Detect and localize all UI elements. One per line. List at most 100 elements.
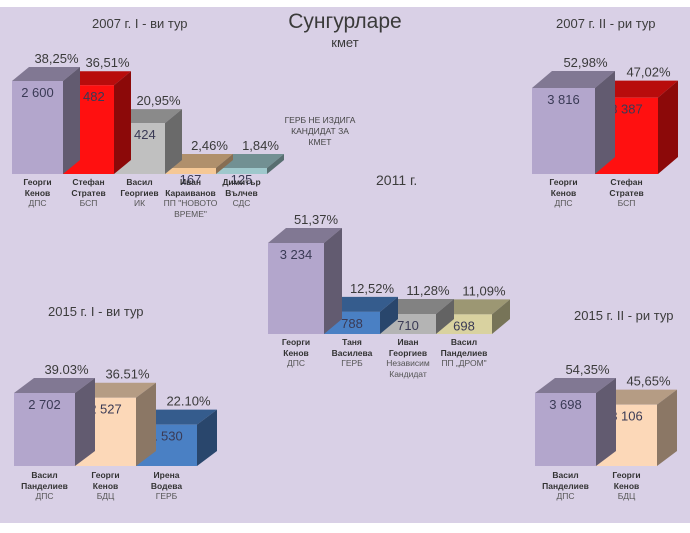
candidate-name: Георгиев [120, 187, 159, 198]
candidate-party: ДПС [286, 358, 305, 368]
bar-percent-label: 1,84% [242, 138, 279, 153]
bar-front-face [268, 243, 324, 334]
bar-top-face [268, 228, 342, 243]
chart-2011: 698 11,09% 710 11,28% 788 12,52% 3 234 51,37% [268, 212, 510, 334]
candidate-party: ДПС [556, 491, 575, 501]
bar-value-label: 125 [231, 172, 253, 187]
main-title: Сунгурларе [288, 10, 402, 33]
candidate-label: Васил Панделиев ДПС [527, 470, 604, 502]
bar-percent-label: 11,28% [406, 283, 450, 298]
bar-percent-label: 54,35% [565, 362, 610, 377]
bar-front-face [14, 393, 75, 466]
chart-canvas: Сунгурларе кмет 2007 г. I - ви тур 2007 … [0, 7, 690, 523]
main-subtitle: кмет [331, 35, 359, 50]
bar-percent-label: 12,52% [350, 281, 395, 296]
bar-front-face [535, 393, 596, 466]
bar-percent-label: 52,98% [563, 55, 608, 70]
candidate-party: ДПС [35, 491, 54, 501]
bar-side-face [136, 382, 156, 466]
candidate-label: Георги Кенов БДЦ [588, 470, 665, 502]
bar-front-face [12, 81, 63, 174]
candidate-party: БДЦ [617, 491, 636, 501]
bar-side-face [63, 67, 80, 174]
candidate-name: Стратев [71, 187, 106, 198]
candidate-party: ДПС [554, 198, 573, 208]
candidate-party: ИК [133, 198, 146, 208]
bar-side-face [324, 228, 342, 334]
chart-2007-r2: 3 387 47,02% 3 816 52,98% [532, 55, 678, 174]
bar-value-label: 710 [397, 318, 419, 333]
bar-value-label: 2 702 [28, 397, 61, 412]
chart-2015-r1: 1 530 22.10% 2 527 36.51% 2 702 39.03% [14, 362, 217, 466]
candidate-party: ПП "НОВОТО ВРЕМЕ" [163, 198, 218, 219]
candidate-label: Васил Георгиев ИК [106, 177, 173, 209]
bar-side-face [165, 109, 182, 174]
bar-value-label: 3 234 [280, 247, 313, 262]
candidate-name: Димитър [222, 177, 261, 187]
candidate-name: Вълчев [225, 187, 258, 198]
candidate-label: Димитър Вълчев СДС [208, 177, 275, 209]
candidate-name: Георгиев [388, 347, 428, 358]
bar-value-label: 1 530 [150, 429, 183, 444]
bar-side-face [216, 154, 233, 174]
bar-side-face [267, 154, 284, 174]
bar-percent-label: 22.10% [166, 394, 211, 409]
bar-value-label: 3 816 [547, 92, 580, 107]
chart-2007-r1: 125 1,84% 167 2,46% 1 424 20,95% 2 482 36,51% 2 … [12, 51, 284, 187]
candidate-party: ГЕРБ [341, 358, 363, 368]
bar-percent-label: 20,95% [136, 93, 181, 108]
candidate-label: Иван Караиванов ПП "НОВОТО ВРЕМЕ" [157, 177, 224, 219]
candidate-party: ДПС [28, 198, 47, 208]
chart-title-2015-r2: 2015 г. II - ри тур [574, 308, 674, 323]
bar-percent-label: 51,37% [294, 212, 339, 227]
bar-2015-r1-0: 2 702 39.03% [14, 362, 95, 466]
bar-front-face [532, 88, 595, 174]
bar-top-face [136, 409, 217, 425]
candidate-label: Ирена Водева ГЕРБ [128, 470, 205, 502]
candidate-name: Васил [552, 470, 579, 480]
candidate-name: Стефан [610, 177, 643, 187]
bar-value-label: 2 482 [72, 89, 105, 104]
bar-side-face [114, 71, 131, 174]
candidate-name: Кенов [283, 347, 309, 358]
candidate-label: Стефан Стратев БСП [587, 177, 666, 209]
bar-top-face [380, 299, 454, 315]
bar-top-face [532, 71, 615, 88]
candidate-label: Васил Панделиев ПП „ДРОМ" [428, 337, 500, 369]
bar-2011-0: 3 234 51,37% [268, 212, 342, 334]
candidate-name: Кенов [613, 480, 640, 491]
bar-value-label: 788 [341, 316, 363, 331]
bar-side-face [436, 299, 454, 334]
bar-top-face [75, 382, 156, 398]
candidate-name: Иван [179, 177, 202, 187]
candidate-name: Водева [150, 480, 183, 491]
bar-2007-r1-3: 167 2,46% [165, 138, 233, 187]
candidate-name: Георги [23, 177, 52, 187]
bar-value-label: 3 387 [610, 102, 643, 117]
bar-value-label: 3 106 [610, 409, 643, 424]
candidate-name: Георги [91, 470, 120, 480]
candidate-name: Таня [342, 337, 362, 347]
bar-side-face [657, 389, 677, 466]
candidate-name: Георги [281, 337, 311, 347]
candidate-name: Георги [549, 177, 578, 187]
candidate-label: Георги Кенов ДПС [4, 177, 71, 209]
candidate-label: Георги Кенов ДПС [260, 337, 332, 369]
candidate-name: Стефан [72, 177, 105, 187]
candidate-name: Стратев [609, 187, 644, 198]
candidate-name: Кенов [24, 187, 51, 198]
bar-value-label: 698 [453, 318, 475, 333]
bar-side-face [595, 71, 615, 174]
candidate-name: Георги [612, 470, 641, 480]
candidate-name: Васил [450, 337, 478, 347]
bar-2015-r2-0: 3 698 54,35% [535, 362, 616, 466]
candidate-party: Независим Кандидат [386, 358, 430, 379]
bars-layer: 125 1,84% 167 2,46% 1 424 20,95% 2 482 36,51% 2 … [12, 51, 678, 466]
candidate-party: БСП [617, 198, 636, 208]
bar-percent-label: 2,46% [191, 138, 228, 153]
candidate-party: СДС [232, 198, 251, 208]
bar-side-face [658, 80, 678, 174]
bar-2007-r1-0: 2 600 38,25% [12, 51, 80, 174]
candidate-label: Иван Георгиев Независим Кандидат [372, 337, 444, 379]
candidate-name: Васил [126, 177, 153, 187]
